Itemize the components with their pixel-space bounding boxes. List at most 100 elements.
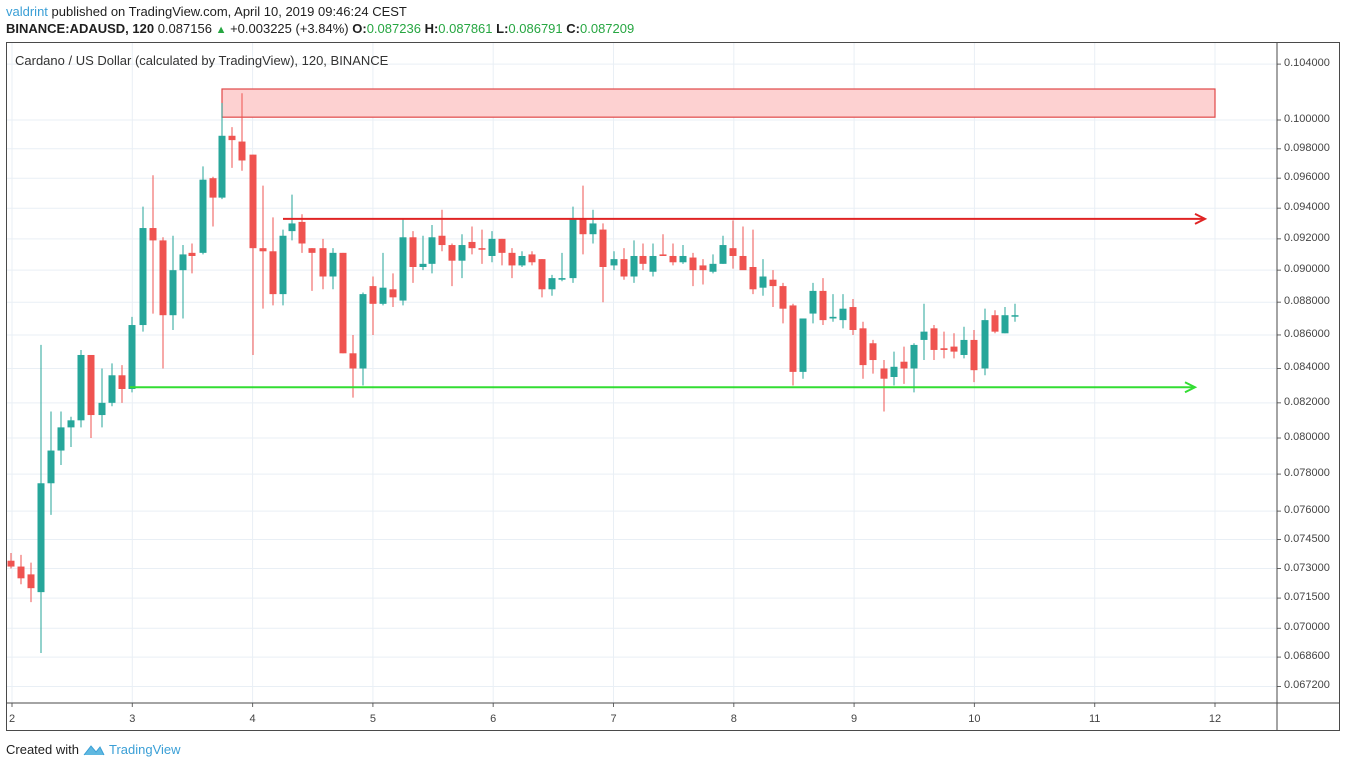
candle-down <box>579 218 587 235</box>
low-value: 0.086791 <box>508 21 563 36</box>
x-tick-label: 2 <box>8 713 16 725</box>
candle-up <box>558 278 566 280</box>
candle-down <box>308 248 316 253</box>
created-with-text: Created with <box>6 742 79 757</box>
y-tick-label: 0.074500 <box>1284 532 1330 545</box>
candle-down <box>769 279 777 287</box>
candle-up <box>169 270 177 316</box>
candle-up <box>569 218 577 279</box>
candle-up <box>488 238 496 256</box>
tradingview-logo-icon <box>83 744 105 755</box>
candle-down <box>188 252 196 256</box>
candle-up <box>890 366 898 377</box>
x-tick-label: 11 <box>1088 713 1101 725</box>
candle-up <box>649 255 657 272</box>
candle-down <box>159 240 167 316</box>
candle-down <box>118 375 126 389</box>
candle-down <box>859 328 867 366</box>
y-tick-label: 0.096000 <box>1284 171 1330 184</box>
candle-up <box>679 255 687 263</box>
candle-down <box>699 265 707 271</box>
close-value: 0.087209 <box>580 21 635 36</box>
candle-up <box>47 450 55 484</box>
candle-down <box>468 241 476 249</box>
candle-down <box>259 248 267 252</box>
y-tick-label: 0.078000 <box>1284 467 1330 480</box>
candle-down <box>498 238 506 253</box>
support-arrow-head-icon <box>1184 381 1198 394</box>
candle-down <box>869 343 877 361</box>
candle-up <box>288 223 296 232</box>
candle-up <box>920 331 928 340</box>
resistance-zone <box>221 88 1216 118</box>
y-tick-label: 0.082000 <box>1284 395 1330 408</box>
open-value: 0.087236 <box>366 21 421 36</box>
candle-up <box>98 402 106 416</box>
candle-down <box>729 248 737 256</box>
close-label: C: <box>566 21 580 36</box>
candle-up <box>839 308 847 321</box>
x-tick-label: 3 <box>129 713 136 725</box>
candle-up <box>77 354 85 421</box>
candle-down <box>950 346 958 352</box>
x-tick-label: 4 <box>249 713 256 725</box>
candle-down <box>970 339 978 371</box>
tradingview-link[interactable]: TradingView <box>108 742 181 757</box>
candle-down <box>7 560 15 567</box>
y-tick-label: 0.088000 <box>1284 295 1330 308</box>
candle-up <box>809 290 817 314</box>
resistance-arrow-head-icon <box>1194 212 1208 225</box>
candle-up <box>829 316 837 319</box>
x-tick-label: 5 <box>369 713 376 725</box>
high-value: 0.087861 <box>438 21 493 36</box>
candle-up <box>37 483 45 593</box>
candle-down <box>739 255 747 271</box>
author-link[interactable]: valdrint <box>6 4 48 19</box>
candle-down <box>599 229 607 267</box>
y-tick-label: 0.071500 <box>1284 591 1330 604</box>
candle-down <box>349 353 357 369</box>
candle-up <box>910 344 918 369</box>
candle-up <box>630 255 638 277</box>
y-tick-label: 0.098000 <box>1284 141 1330 154</box>
candle-down <box>17 566 25 579</box>
candle-up <box>379 287 387 304</box>
x-tick-label: 7 <box>610 713 617 725</box>
candle-up <box>799 318 807 372</box>
y-tick-label: 0.068600 <box>1284 650 1330 663</box>
candle-up <box>589 223 597 235</box>
candle-down <box>409 237 417 267</box>
candle-down <box>319 248 327 277</box>
y-tick-label: 0.076000 <box>1284 504 1330 517</box>
x-tick-label: 6 <box>490 713 497 725</box>
candle-down <box>209 178 217 198</box>
candle-up <box>57 427 65 451</box>
candle-up <box>199 179 207 253</box>
candle-up <box>709 263 717 272</box>
symbol-label: BINANCE:ADAUSD, 120 <box>6 21 155 36</box>
candle-up <box>428 237 436 264</box>
candle-up <box>279 235 287 295</box>
candle-down <box>528 254 536 263</box>
candle-down <box>930 328 938 350</box>
candle-up <box>960 339 968 355</box>
candle-down <box>438 235 446 246</box>
candle-down <box>269 251 277 295</box>
open-label: O: <box>352 21 367 36</box>
candle-down <box>849 307 857 330</box>
candle-down <box>819 290 827 321</box>
y-tick-label: 0.070000 <box>1284 621 1330 634</box>
up-arrow-icon: ▲ <box>215 24 227 36</box>
y-tick-label: 0.067200 <box>1284 679 1330 692</box>
low-label: L: <box>496 21 509 36</box>
chart-frame <box>6 42 1340 731</box>
price-change: +0.003225 (+3.84%) <box>230 21 349 36</box>
candle-up <box>139 228 147 326</box>
candle-up <box>719 245 727 264</box>
candle-down <box>538 259 546 290</box>
y-tick-label: 0.080000 <box>1284 431 1330 444</box>
symbol-info: BINANCE:ADAUSD, 120 0.087156 ▲ +0.003225… <box>6 21 634 36</box>
candle-up <box>518 255 526 266</box>
x-tick-label: 12 <box>1208 713 1222 725</box>
